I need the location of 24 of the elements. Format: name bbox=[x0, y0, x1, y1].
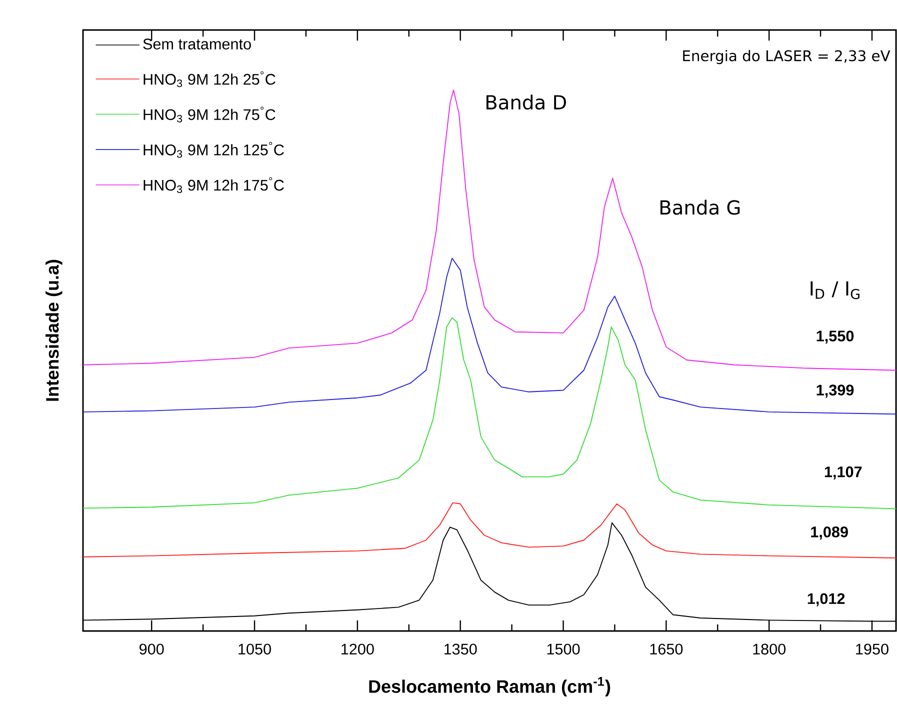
x-tick-label: 1650 bbox=[650, 644, 683, 655]
annotation: I$_{D}$ / I$_{G}$ bbox=[810, 281, 860, 300]
legend-label: HNO$_{3}$ 9M 12h 125$^{°}$C bbox=[144, 142, 284, 158]
x-tick-label: 1050 bbox=[238, 644, 271, 655]
legend-label: HNO$_{3}$ 9M 12h 75$^{°}$C bbox=[144, 106, 276, 122]
annotation: 1,399 bbox=[816, 384, 854, 398]
text: Energia do LASER = 2,33 eV bbox=[683, 50, 890, 64]
x-tick-label: 1350 bbox=[444, 644, 477, 655]
annotation: Banda G bbox=[660, 200, 740, 215]
x-tick-label: 1950 bbox=[856, 644, 888, 655]
annotation: 1,012 bbox=[808, 593, 845, 606]
annotation: 1,107 bbox=[824, 466, 862, 480]
y-axis-title: Intensidade (u.a) bbox=[46, 260, 62, 401]
x-tick-label: 1800 bbox=[753, 644, 786, 655]
legend-label: Sem tratamento bbox=[143, 38, 251, 50]
x-axis-title: Deslocamento Raman (cm$^{-1}$) bbox=[369, 677, 610, 696]
annotation: 1,550 bbox=[816, 330, 854, 344]
x-tick-label: 1200 bbox=[342, 644, 374, 655]
x-tick-label: 1500 bbox=[547, 644, 580, 655]
annotation: Banda D bbox=[486, 94, 566, 110]
annotation: 1,089 bbox=[811, 526, 848, 540]
legend-label: HNO$_{3}$ 9M 12h 25$^{°}$C bbox=[144, 71, 276, 88]
x-tick-label: 900 bbox=[140, 644, 164, 655]
legend-label: HNO$_{3}$ 9M 12h 175$^{°}$C bbox=[144, 177, 284, 194]
